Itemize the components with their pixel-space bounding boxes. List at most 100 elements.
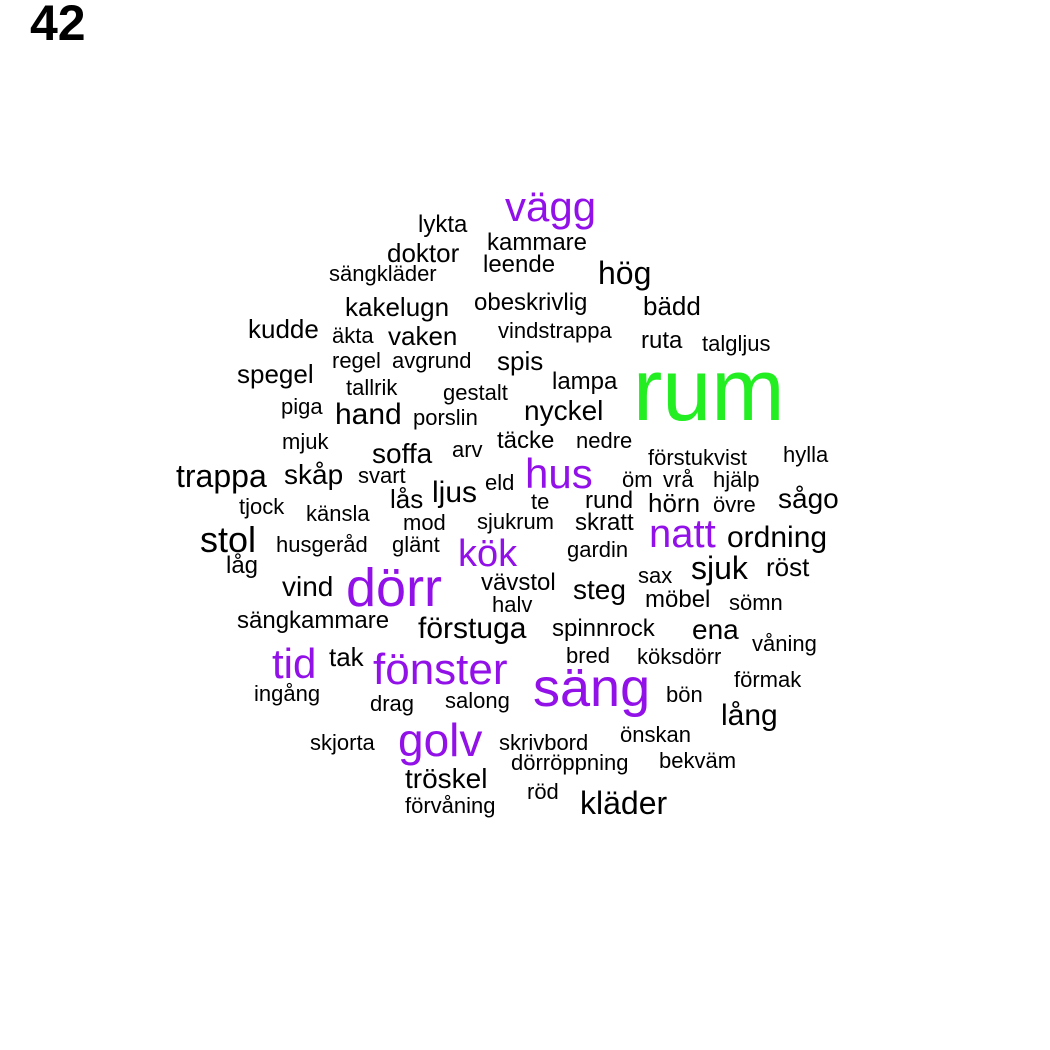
cloud-word: obeskrivlig bbox=[474, 289, 588, 316]
cloud-word: sömn bbox=[729, 590, 783, 615]
cloud-word: sax bbox=[638, 563, 673, 588]
cloud-word: kudde bbox=[248, 314, 319, 344]
cloud-word: lykta bbox=[418, 211, 468, 238]
panel-number: 42 bbox=[30, 0, 86, 51]
cloud-word: skrivbord bbox=[499, 730, 589, 755]
cloud-word: mjuk bbox=[282, 429, 329, 454]
cloud-word: sängkammare bbox=[237, 607, 390, 634]
cloud-word: dörr bbox=[346, 558, 443, 618]
cloud-word: våning bbox=[752, 631, 817, 656]
cloud-word: förmak bbox=[734, 667, 802, 692]
cloud-word: tröskel bbox=[405, 763, 488, 794]
cloud-word: nedre bbox=[576, 428, 633, 453]
cloud-word: skåp bbox=[284, 459, 344, 490]
cloud-word: te bbox=[531, 489, 550, 514]
cloud-word: känsla bbox=[306, 501, 370, 526]
cloud-word: tallrik bbox=[346, 375, 398, 400]
cloud-word: vägg bbox=[505, 183, 597, 230]
cloud-word: röst bbox=[766, 552, 810, 582]
cloud-word: husgeråd bbox=[276, 532, 368, 557]
cloud-word: trappa bbox=[176, 458, 267, 494]
cloud-word: glänt bbox=[392, 532, 440, 557]
cloud-word: sängkläder bbox=[329, 261, 437, 286]
cloud-word: drag bbox=[370, 691, 415, 716]
cloud-word: önskan bbox=[620, 722, 691, 747]
cloud-word: ruta bbox=[641, 327, 683, 354]
cloud-word: vind bbox=[282, 571, 334, 602]
cloud-word: kammare bbox=[487, 229, 588, 256]
cloud-word: hög bbox=[598, 255, 652, 291]
cloud-word: ordning bbox=[727, 521, 828, 554]
cloud-word: äkta bbox=[332, 323, 374, 348]
cloud-word: gestalt bbox=[443, 380, 508, 405]
cloud-word: arv bbox=[452, 437, 483, 462]
cloud-word: ena bbox=[692, 614, 739, 645]
cloud-word: kök bbox=[458, 533, 518, 575]
cloud-word: tak bbox=[329, 642, 364, 672]
cloud-word: lång bbox=[721, 699, 778, 732]
cloud-word: dörröppning bbox=[511, 750, 629, 775]
cloud-word: sjukrum bbox=[477, 509, 555, 534]
cloud-word: spinnrock bbox=[552, 615, 655, 642]
cloud-word: skjorta bbox=[310, 730, 375, 755]
cloud-word: öm bbox=[622, 467, 653, 492]
cloud-word: sjuk bbox=[691, 550, 748, 586]
cloud-word: kakelugn bbox=[345, 292, 450, 322]
cloud-word: tid bbox=[272, 640, 317, 687]
cloud-word: avgrund bbox=[392, 348, 472, 373]
cloud-word: rund bbox=[585, 487, 634, 514]
cloud-word: vrå bbox=[663, 467, 694, 492]
cloud-word: gardin bbox=[567, 537, 629, 562]
cloud-word: porslin bbox=[413, 405, 478, 430]
cloud-word: bön bbox=[666, 682, 703, 707]
cloud-word: regel bbox=[332, 348, 381, 373]
cloud-word: golv bbox=[398, 714, 483, 766]
cloud-word: ingång bbox=[254, 681, 321, 706]
cloud-word: soffa bbox=[372, 438, 433, 469]
cloud-word: lampa bbox=[552, 368, 618, 395]
cloud-word: lås bbox=[390, 484, 424, 514]
cloud-word: leende bbox=[483, 251, 556, 278]
cloud-word: bekväm bbox=[659, 748, 737, 773]
cloud-word: vindstrappa bbox=[498, 318, 612, 343]
cloud-word: piga bbox=[281, 394, 323, 419]
cloud-word: hus bbox=[525, 450, 593, 497]
cloud-word: hand bbox=[335, 398, 402, 431]
cloud-word: eld bbox=[485, 470, 515, 495]
cloud-word: bädd bbox=[643, 291, 701, 321]
cloud-word: halv bbox=[492, 592, 533, 617]
cloud-word: sågo bbox=[778, 483, 839, 514]
cloud-word: säng bbox=[533, 658, 651, 718]
cloud-word: låg bbox=[226, 552, 259, 579]
cloud-word: övre bbox=[713, 492, 756, 517]
cloud-word: köksdörr bbox=[637, 644, 722, 669]
cloud-word: bred bbox=[566, 643, 611, 668]
cloud-word: hylla bbox=[783, 442, 829, 467]
cloud-word: svart bbox=[358, 463, 406, 488]
cloud-word: hjälp bbox=[713, 467, 760, 492]
cloud-word: spis bbox=[497, 346, 544, 376]
cloud-word: spegel bbox=[237, 359, 314, 389]
cloud-word: förstuga bbox=[418, 612, 527, 645]
cloud-word: steg bbox=[573, 574, 626, 605]
cloud-word: skratt bbox=[575, 509, 634, 536]
cloud-word: natt bbox=[649, 512, 716, 556]
cloud-word: täcke bbox=[497, 427, 555, 454]
cloud-word: fönster bbox=[373, 645, 508, 694]
cloud-word: tjock bbox=[239, 494, 285, 519]
cloud-word: doktor bbox=[387, 238, 460, 268]
cloud-word: kläder bbox=[580, 785, 668, 821]
cloud-word: rum bbox=[633, 340, 785, 439]
cloud-word: mod bbox=[403, 510, 446, 535]
cloud-word: förvåning bbox=[405, 793, 496, 818]
cloud-word: ljus bbox=[432, 476, 478, 509]
cloud-word: vaken bbox=[388, 321, 458, 351]
cloud-word: möbel bbox=[645, 586, 711, 613]
cloud-word: salong bbox=[445, 688, 510, 713]
cloud-word: talgljus bbox=[702, 331, 771, 356]
cloud-word: vävstol bbox=[481, 569, 556, 596]
cloud-word: nyckel bbox=[524, 395, 604, 426]
cloud-word: röd bbox=[527, 779, 559, 804]
cloud-word: stol bbox=[200, 519, 257, 560]
